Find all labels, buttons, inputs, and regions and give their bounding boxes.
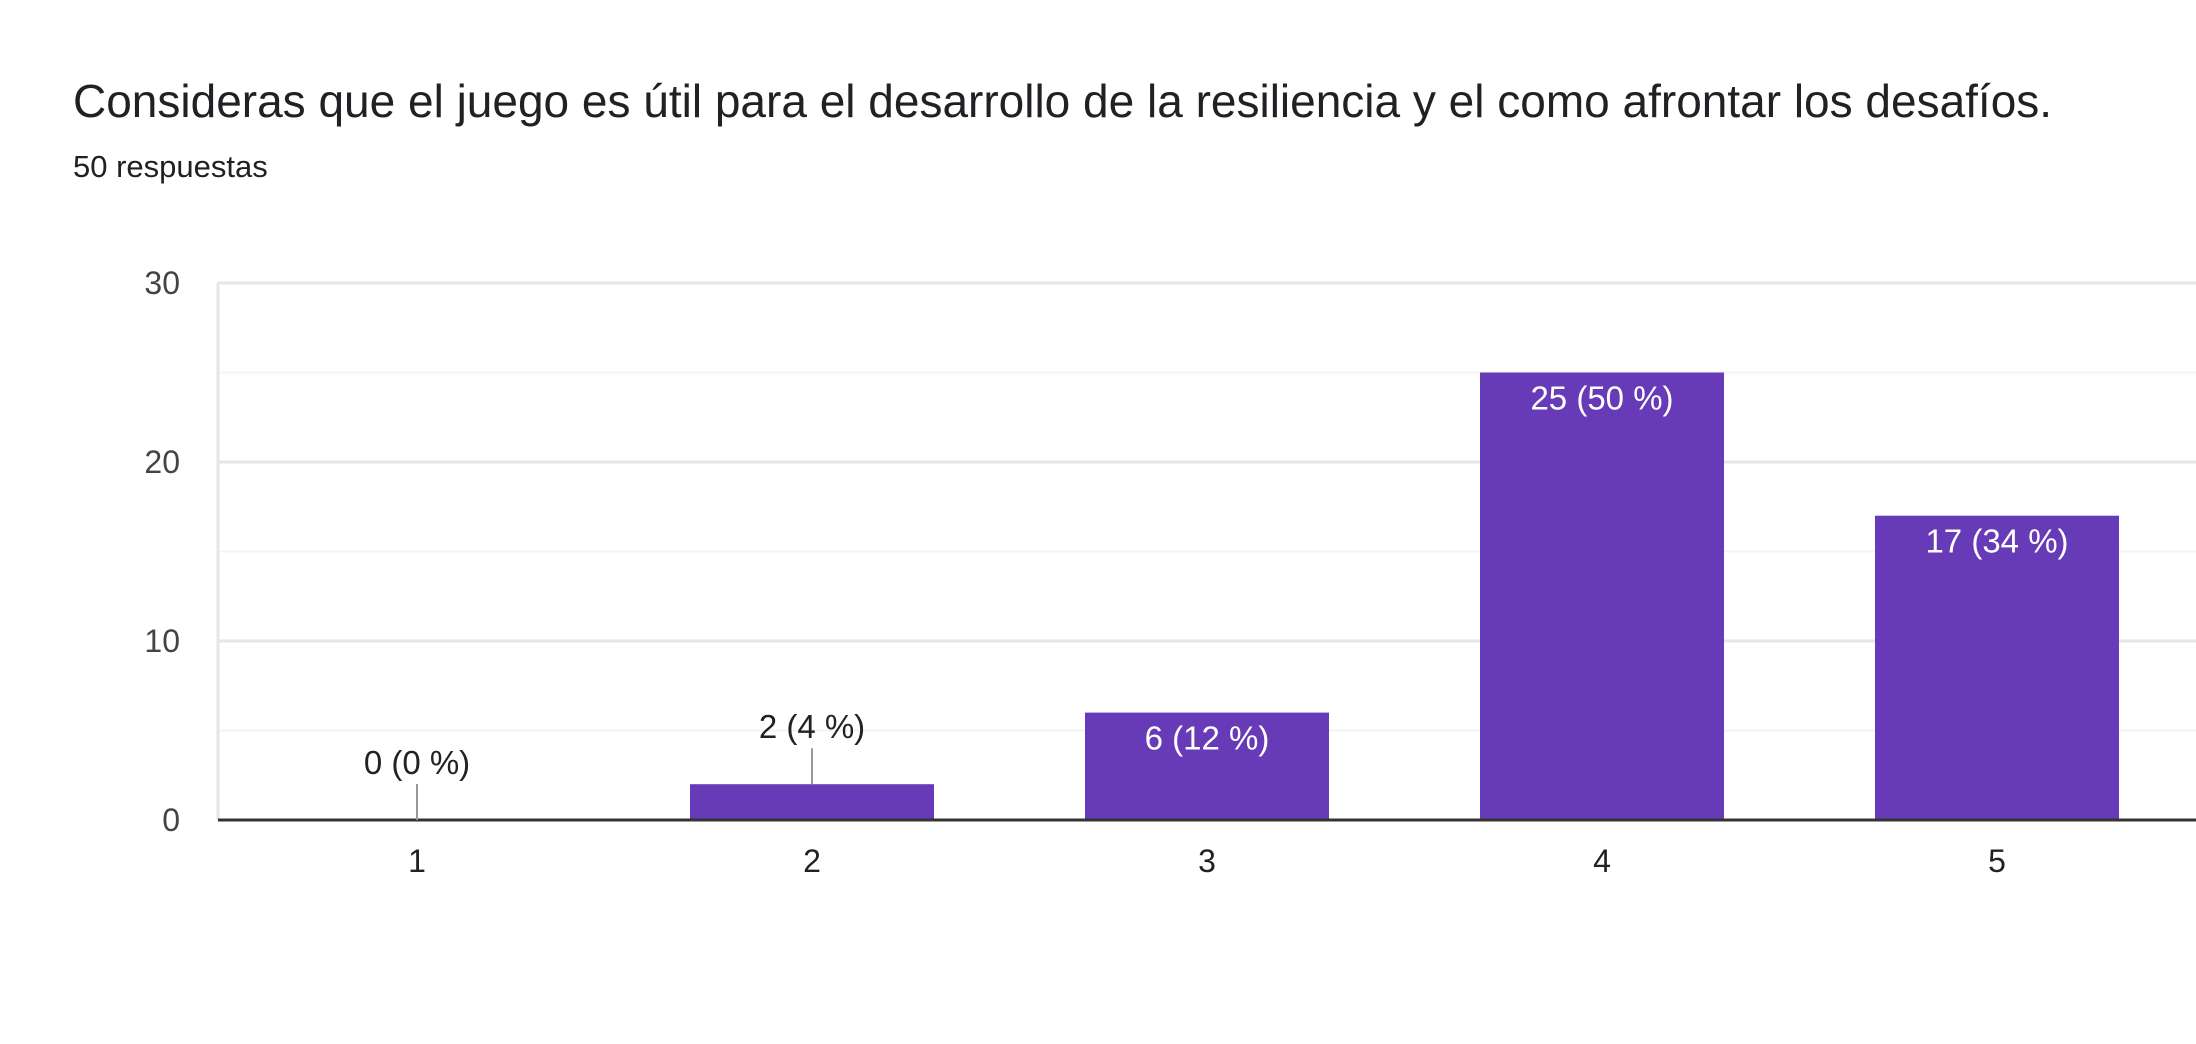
- bar-4: [1480, 372, 1724, 820]
- y-tick-label: 10: [144, 623, 180, 659]
- y-tick-label: 0: [162, 802, 180, 838]
- x-axis: 1 2 3 4 5: [218, 818, 2196, 879]
- x-tick-label: 4: [1593, 843, 1611, 879]
- x-tick-label: 3: [1198, 843, 1216, 879]
- y-axis: 0 10 20 30: [144, 265, 180, 838]
- data-label: 0 (0 %): [364, 744, 470, 781]
- data-label: 17 (34 %): [1925, 523, 2068, 560]
- x-tick-label: 1: [408, 843, 426, 879]
- bar-2: [690, 784, 934, 820]
- data-labels: 0 (0 %) 2 (4 %) 6 (12 %) 25 (50 %) 17 (34 %): [364, 380, 2069, 820]
- bar-3: [1085, 712, 1329, 820]
- chart-title: Consideras que el juego es útil para el …: [73, 75, 2053, 127]
- data-label: 25 (50 %): [1530, 380, 1673, 417]
- response-count: 50 respuestas: [73, 149, 268, 184]
- data-label: 2 (4 %): [759, 708, 865, 745]
- y-tick-label: 20: [144, 444, 180, 480]
- x-tick-label: 2: [803, 843, 821, 879]
- y-tick-label: 30: [144, 265, 180, 301]
- chart-bars: [690, 372, 2119, 820]
- x-tick-label: 5: [1988, 843, 2006, 879]
- chart-gridlines: [216, 281, 2196, 820]
- bar-5: [1875, 515, 2119, 820]
- data-label: 6 (12 %): [1145, 720, 1270, 757]
